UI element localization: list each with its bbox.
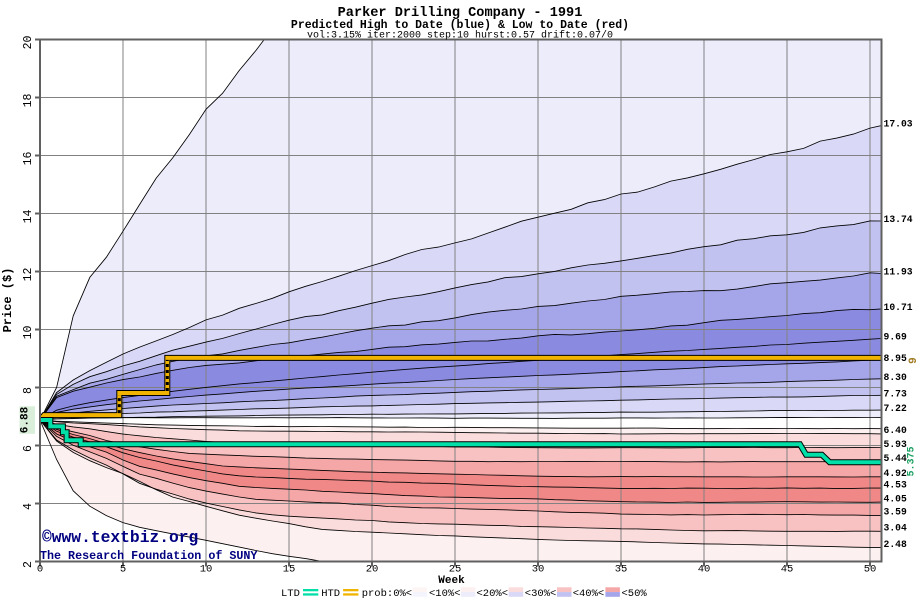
svg-text:50: 50: [864, 564, 877, 576]
svg-text:4.92: 4.92: [884, 468, 907, 479]
svg-text:45: 45: [781, 564, 794, 576]
svg-text:8.95: 8.95: [884, 353, 907, 364]
svg-text:12: 12: [22, 268, 35, 282]
svg-text:vol:3.15% iter:2000 step:10 hu: vol:3.15% iter:2000 step:10 hurst:0.57 d…: [307, 30, 613, 42]
svg-text:14: 14: [22, 210, 35, 224]
svg-text:5.93: 5.93: [884, 439, 907, 450]
svg-text:Parker Drilling Company - 1991: Parker Drilling Company - 1991: [338, 6, 583, 21]
svg-text:18: 18: [22, 94, 35, 108]
svg-text:20: 20: [22, 36, 35, 50]
svg-text:10: 10: [22, 326, 35, 340]
svg-text:0: 0: [37, 564, 43, 576]
svg-text:6: 6: [22, 445, 35, 452]
svg-text:3.59: 3.59: [884, 507, 907, 518]
svg-text:10.71: 10.71: [884, 302, 913, 313]
svg-text:LTD: LTD: [281, 588, 300, 600]
svg-text:40: 40: [698, 564, 711, 576]
svg-text:6.88: 6.88: [20, 406, 32, 433]
svg-text:The Research Foundation of SUN: The Research Foundation of SUNY: [40, 549, 257, 563]
svg-text:8.30: 8.30: [884, 372, 907, 383]
svg-text:5.44: 5.44: [884, 453, 907, 464]
svg-text:<40%<: <40%<: [573, 588, 605, 600]
svg-text:prob:0%<: prob:0%<: [362, 588, 412, 600]
svg-text:2.48: 2.48: [884, 539, 907, 550]
svg-text:4.53: 4.53: [884, 479, 907, 490]
svg-text:©www.textbiz.org: ©www.textbiz.org: [42, 528, 198, 547]
svg-text:5.375: 5.375: [907, 446, 918, 476]
svg-text:16: 16: [22, 152, 35, 166]
svg-text:8: 8: [22, 387, 35, 394]
svg-text:<50%: <50%: [622, 588, 648, 600]
svg-text:2: 2: [22, 561, 35, 568]
svg-text:9: 9: [908, 357, 920, 364]
svg-text:6.40: 6.40: [884, 425, 907, 436]
svg-text:7.73: 7.73: [884, 388, 907, 399]
svg-text:4: 4: [22, 503, 35, 510]
svg-text:35: 35: [615, 564, 628, 576]
svg-text:5: 5: [120, 564, 126, 576]
svg-text:20: 20: [366, 564, 379, 576]
svg-text:25: 25: [449, 564, 462, 576]
svg-text:7.22: 7.22: [884, 403, 907, 414]
svg-text:15: 15: [283, 564, 296, 576]
svg-text:<20%<: <20%<: [477, 588, 509, 600]
svg-text:Price ($): Price ($): [1, 268, 15, 333]
svg-text:30: 30: [532, 564, 545, 576]
svg-text:Predicted High to Date (blue): Predicted High to Date (blue) & Low to D…: [291, 19, 629, 32]
svg-text:4.05: 4.05: [884, 493, 907, 504]
svg-text:Week: Week: [438, 575, 465, 587]
svg-text:17.03: 17.03: [884, 119, 913, 130]
svg-text:11.93: 11.93: [884, 267, 913, 278]
svg-text:HTD: HTD: [321, 588, 340, 600]
svg-text:10: 10: [200, 564, 213, 576]
svg-text:<30%<: <30%<: [525, 588, 557, 600]
svg-text:<10%<: <10%<: [429, 588, 461, 600]
svg-text:3.04: 3.04: [884, 523, 907, 534]
svg-text:13.74: 13.74: [884, 214, 913, 225]
svg-text:9.69: 9.69: [884, 332, 907, 343]
